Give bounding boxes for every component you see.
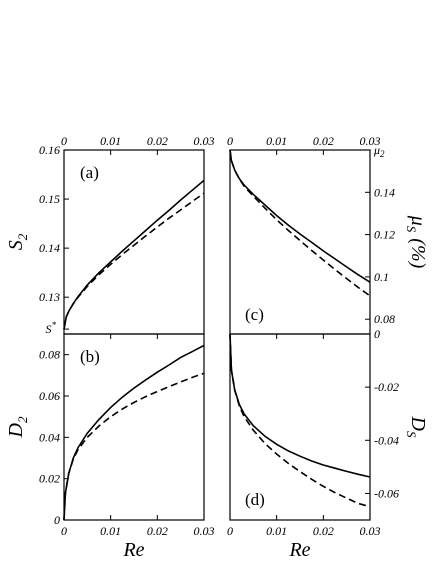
x-tick-label: 0.02 xyxy=(313,524,334,538)
y-tick-label: 0.04 xyxy=(39,430,60,444)
panel-label: (a) xyxy=(80,163,99,182)
y-tick-label: -0.06 xyxy=(374,486,399,500)
series-line-solid xyxy=(63,344,205,521)
y-tick-label: 0.02 xyxy=(39,472,60,486)
series-line-solid xyxy=(63,179,205,330)
x-tick-label: 0.01 xyxy=(100,134,121,148)
series-line-solid xyxy=(229,333,371,478)
extra-tick-symbol: μ xyxy=(373,143,380,157)
extra-tick-label: μ2 xyxy=(373,143,385,159)
panel-label: (d) xyxy=(245,490,265,509)
y-axis-symbol: μ xyxy=(407,215,429,226)
y-tick-label: 0.12 xyxy=(374,228,395,242)
x-axis-title: Re xyxy=(122,539,144,561)
y-tick-label: 0.14 xyxy=(39,241,60,255)
y-tick-label: 0.1 xyxy=(374,270,389,284)
extra-tick-sub: 2 xyxy=(380,149,385,159)
extra-tick-label: S* xyxy=(46,320,57,336)
y-axis-subscript: S xyxy=(404,226,419,233)
panel-label: (b) xyxy=(80,347,100,366)
x-tick-label: 0.03 xyxy=(360,524,381,538)
panel-frame xyxy=(229,333,371,521)
y-tick-label: 0 xyxy=(54,513,60,527)
series-line-dashed xyxy=(63,372,205,521)
y-tick-label: 0.08 xyxy=(39,348,60,362)
x-tick-label: 0.03 xyxy=(194,134,215,148)
series-line-dashed xyxy=(229,149,371,297)
y-axis-symbol: S xyxy=(5,240,27,250)
y-tick-label: 0.15 xyxy=(39,192,60,206)
panel-frame xyxy=(63,333,205,521)
x-tick-label: 0.02 xyxy=(147,134,168,148)
x-tick-label: 0 xyxy=(227,134,233,148)
x-tick-label: 0.02 xyxy=(147,524,168,538)
y-tick-label: 0.16 xyxy=(39,143,60,157)
y-axis-subscript: S xyxy=(404,431,419,438)
y-axis-unit: (%) xyxy=(407,238,429,268)
x-tick-label: 0.03 xyxy=(194,524,215,538)
y-axis-title: S2 xyxy=(5,233,30,250)
x-tick-label: 0 xyxy=(61,134,67,148)
y-axis-symbol: D xyxy=(407,416,429,432)
extra-tick-sup: * xyxy=(52,320,57,330)
x-tick-label: 0 xyxy=(61,524,67,538)
panel-label: (c) xyxy=(245,305,264,324)
y-axis-subscript: 2 xyxy=(15,233,30,240)
y-tick-label: 0 xyxy=(374,327,380,341)
series-line-solid xyxy=(229,149,371,283)
y-axis-title: D2 xyxy=(5,416,30,438)
x-tick-label: 0.01 xyxy=(266,134,287,148)
y-tick-label: -0.04 xyxy=(374,433,399,447)
y-axis-subscript: 2 xyxy=(15,416,30,423)
y-tick-label: 0.13 xyxy=(39,290,60,304)
series-line-dashed xyxy=(229,333,371,508)
y-axis-title: μS (%) xyxy=(404,215,429,269)
x-tick-label: 0.03 xyxy=(360,134,381,148)
x-tick-label: 0.01 xyxy=(266,524,287,538)
y-axis-symbol: D xyxy=(5,422,27,438)
y-tick-label: -0.02 xyxy=(374,380,399,394)
x-tick-label: 0.01 xyxy=(100,524,121,538)
extra-tick-symbol: S xyxy=(46,322,52,336)
series-line-dashed xyxy=(63,192,205,330)
y-axis-title: DS xyxy=(404,416,429,438)
x-tick-label: 0.02 xyxy=(313,134,334,148)
y-tick-label: 0.14 xyxy=(374,185,395,199)
y-tick-label: 0.06 xyxy=(39,389,60,403)
x-tick-label: 0 xyxy=(227,524,233,538)
x-axis-title: Re xyxy=(288,539,310,561)
y-tick-label: 0.08 xyxy=(374,312,395,326)
